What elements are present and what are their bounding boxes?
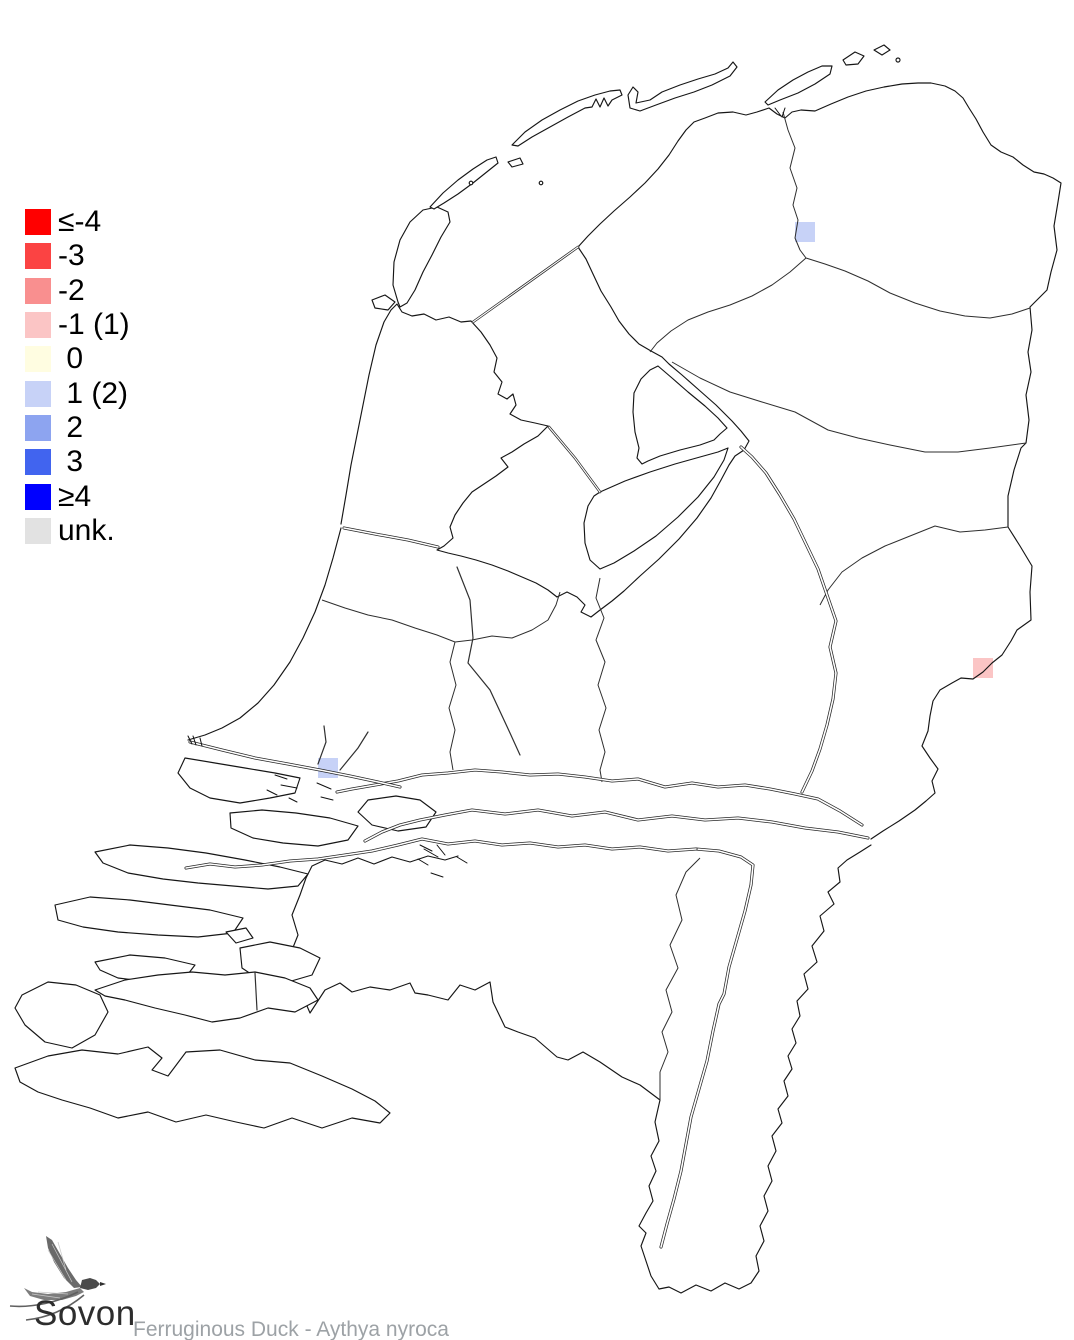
voorne-putten (177, 757, 301, 804)
legend-item: -2 (25, 274, 130, 308)
border-friesland-groningen (782, 111, 807, 259)
legend-swatch (25, 483, 51, 510)
tholen (239, 941, 321, 983)
hollandse-ijssel (339, 731, 369, 771)
texel-island (392, 206, 451, 308)
griend-islet (507, 157, 524, 168)
rivers (184, 445, 870, 1249)
legend: ≤-4 -3 -2 -1 (1) 0 1 (2) 2 3 ≥4 unk. (25, 205, 130, 548)
noordoostpolder (632, 365, 728, 465)
legend-swatch (25, 517, 51, 544)
legend-label: -2 (58, 273, 85, 307)
delta-islands (14, 757, 437, 1129)
legend-swatch (25, 449, 51, 476)
detail-marks (187, 107, 786, 878)
legend-item: 0 (25, 342, 130, 376)
rotte-river (317, 725, 327, 765)
map-cell-value--1 (973, 658, 993, 678)
legend-label: -3 (58, 239, 85, 273)
border-gelderland-utrecht (595, 577, 607, 783)
legend-item: ≤-4 (25, 205, 130, 239)
province-borders (321, 111, 1031, 1100)
noorderhaaks-island (371, 294, 396, 311)
schouwen-duiveland (54, 896, 244, 938)
legend-swatch (25, 346, 51, 373)
rottum-islet-2 (873, 44, 891, 56)
legend-swatch (25, 243, 51, 270)
zeeuws-vlaanderen (14, 1046, 391, 1129)
ameland-island (627, 61, 738, 112)
legend-swatch (25, 312, 51, 339)
legend-label: ≥4 (58, 479, 92, 513)
map-caption: Ferruginous Duck - Aythya nyroca Abundan… (133, 1272, 647, 1340)
flevoland-polder (583, 447, 729, 570)
legend-item: 2 (25, 411, 130, 445)
border-friesland-drenthe (649, 257, 807, 353)
schiermonnikoog-island (764, 65, 833, 106)
legend-label: 1 (2) (58, 376, 129, 410)
swallow-icon (9, 1236, 106, 1321)
richel-islet (468, 180, 474, 186)
walcheren (14, 981, 109, 1049)
legend-item: 1 (2) (25, 376, 130, 410)
wadden-islet-dot (538, 180, 544, 186)
rottum-islet (842, 51, 865, 66)
legend-label: 0 (58, 342, 84, 376)
polders (471, 245, 729, 570)
legend-item: unk. (25, 514, 130, 548)
border-groningen-drenthe (805, 257, 1031, 319)
amsterdam-rijnkanaal (456, 566, 521, 756)
vlieland-island (429, 156, 499, 210)
wadden-islands (371, 44, 901, 311)
kanaal-door-zuid-beveland (254, 972, 258, 1011)
goeree-overflakkee (94, 844, 309, 890)
caption-species: Ferruginous Duck - Aythya nyroca (133, 1318, 449, 1340)
legend-item: -3 (25, 239, 130, 273)
legend-label: unk. (58, 513, 115, 547)
border-noordholland-utrecht (454, 591, 561, 643)
legend-swatch (25, 380, 51, 407)
border-noordholland-zuidholland (321, 599, 456, 643)
border-brabant-limburg (659, 857, 701, 1100)
border-drenthe-overijssel (671, 361, 1027, 453)
sovon-logo (9, 1236, 106, 1321)
legend-label: 2 (58, 410, 84, 444)
legend-item: -1 (1) (25, 308, 130, 342)
legend-swatch (25, 414, 51, 441)
maas-river-limburg (659, 847, 755, 1249)
map-cell-value-1 (795, 222, 815, 242)
zuid-beveland (94, 971, 319, 1023)
legend-label: ≤-4 (58, 205, 102, 239)
rottum-dot (895, 57, 901, 63)
legend-label: 3 (58, 445, 84, 479)
legend-swatch (25, 277, 51, 304)
legend-item: ≥4 (25, 479, 130, 513)
legend-item: 3 (25, 445, 130, 479)
border-utrecht-zuidholland (448, 641, 457, 771)
legend-label: -1 (1) (58, 308, 130, 342)
border-overijssel-gelderland (819, 525, 1009, 606)
sint-philipsland (225, 927, 254, 944)
map-cell-value-1 (318, 758, 338, 778)
terschelling-island (511, 89, 623, 147)
hoeksche-waard (229, 809, 359, 847)
sovon-logo-text: Sovon (34, 1294, 136, 1333)
legend-swatch (25, 209, 51, 236)
